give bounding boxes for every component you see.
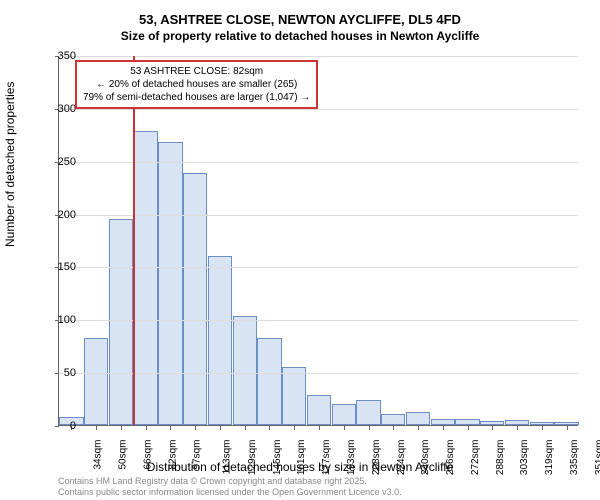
- histogram-bar: [208, 256, 232, 425]
- footer-attribution: Contains HM Land Registry data © Crown c…: [58, 476, 402, 498]
- histogram-bar: [554, 422, 578, 425]
- x-tick-label: 129sqm: [247, 440, 258, 476]
- bars-group: [59, 56, 578, 425]
- y-tick-label: 0: [46, 420, 76, 432]
- x-tick-label: 208sqm: [371, 440, 382, 476]
- x-tick-mark: [121, 426, 122, 430]
- x-tick-label: 240sqm: [420, 440, 431, 476]
- chart-subtitle: Size of property relative to detached ho…: [0, 27, 600, 43]
- grid-line: [59, 320, 578, 321]
- y-tick-label: 250: [46, 156, 76, 168]
- x-tick-label: 50sqm: [118, 440, 129, 470]
- grid-line: [59, 162, 578, 163]
- x-tick-mark: [468, 426, 469, 430]
- x-tick-mark: [294, 426, 295, 430]
- x-tick-mark: [220, 426, 221, 430]
- x-tick-label: 335sqm: [569, 440, 580, 476]
- x-tick-label: 224sqm: [396, 440, 407, 476]
- x-tick-label: 272sqm: [470, 440, 481, 476]
- x-tick-mark: [517, 426, 518, 430]
- x-tick-label: 351sqm: [594, 440, 600, 476]
- footer-line-1: Contains HM Land Registry data © Crown c…: [58, 476, 402, 487]
- plot-area: 53 ASHTREE CLOSE: 82sqm ← 20% of detache…: [58, 56, 578, 426]
- x-tick-mark: [245, 426, 246, 430]
- histogram-bar: [406, 412, 430, 425]
- y-tick-label: 150: [46, 261, 76, 273]
- callout-line-2: ← 20% of detached houses are smaller (26…: [83, 78, 310, 91]
- x-tick-mark: [418, 426, 419, 430]
- x-tick-mark: [443, 426, 444, 430]
- x-tick-label: 319sqm: [544, 440, 555, 476]
- y-tick-label: 350: [46, 50, 76, 62]
- x-tick-mark: [170, 426, 171, 430]
- histogram-bar: [332, 404, 356, 425]
- histogram-bar: [530, 422, 554, 425]
- histogram-bar: [455, 419, 479, 425]
- chart-container: 53, ASHTREE CLOSE, NEWTON AYCLIFFE, DL5 …: [0, 0, 600, 500]
- y-tick-label: 50: [46, 367, 76, 379]
- y-tick-label: 300: [46, 103, 76, 115]
- x-tick-label: 66sqm: [142, 440, 153, 470]
- chart-title: 53, ASHTREE CLOSE, NEWTON AYCLIFFE, DL5 …: [0, 0, 600, 27]
- histogram-bar: [84, 338, 108, 425]
- x-tick-mark: [269, 426, 270, 430]
- histogram-bar: [257, 338, 281, 425]
- x-tick-label: 288sqm: [495, 440, 506, 476]
- y-tick-label: 200: [46, 209, 76, 221]
- callout-line-3: 79% of semi-detached houses are larger (…: [83, 91, 310, 104]
- y-tick-label: 100: [46, 314, 76, 326]
- x-tick-mark: [369, 426, 370, 430]
- x-tick-label: 145sqm: [272, 440, 283, 476]
- x-tick-mark: [542, 426, 543, 430]
- x-tick-label: 113sqm: [222, 440, 233, 475]
- footer-line-2: Contains public sector information licen…: [58, 487, 402, 498]
- histogram-bar: [158, 142, 182, 425]
- histogram-bar: [480, 421, 504, 425]
- grid-line: [59, 215, 578, 216]
- x-tick-label: 303sqm: [519, 440, 530, 476]
- x-tick-mark: [146, 426, 147, 430]
- x-tick-mark: [96, 426, 97, 430]
- x-tick-mark: [567, 426, 568, 430]
- x-tick-label: 82sqm: [167, 440, 178, 470]
- histogram-bar: [233, 316, 257, 425]
- histogram-bar: [134, 131, 158, 425]
- x-tick-label: 97sqm: [192, 440, 203, 470]
- grid-line: [59, 56, 578, 57]
- x-tick-mark: [344, 426, 345, 430]
- histogram-bar: [431, 419, 455, 425]
- y-axis-label: Number of detached properties: [3, 82, 17, 247]
- histogram-bar: [505, 420, 529, 425]
- x-tick-mark: [492, 426, 493, 430]
- grid-line: [59, 373, 578, 374]
- x-tick-label: 256sqm: [445, 440, 456, 476]
- x-tick-mark: [319, 426, 320, 430]
- histogram-bar: [307, 395, 331, 425]
- x-tick-label: 193sqm: [346, 440, 357, 476]
- x-tick-label: 34sqm: [93, 440, 104, 470]
- callout-box: 53 ASHTREE CLOSE: 82sqm ← 20% of detache…: [75, 60, 318, 109]
- grid-line: [59, 267, 578, 268]
- histogram-bar: [109, 219, 133, 425]
- x-tick-label: 177sqm: [321, 440, 332, 476]
- histogram-bar: [381, 414, 405, 425]
- histogram-bar: [183, 173, 207, 425]
- reference-line: [133, 56, 135, 425]
- x-tick-mark: [195, 426, 196, 430]
- histogram-bar: [282, 367, 306, 425]
- callout-line-1: 53 ASHTREE CLOSE: 82sqm: [83, 65, 310, 78]
- histogram-bar: [356, 400, 380, 425]
- x-tick-mark: [393, 426, 394, 430]
- x-tick-label: 161sqm: [297, 440, 308, 476]
